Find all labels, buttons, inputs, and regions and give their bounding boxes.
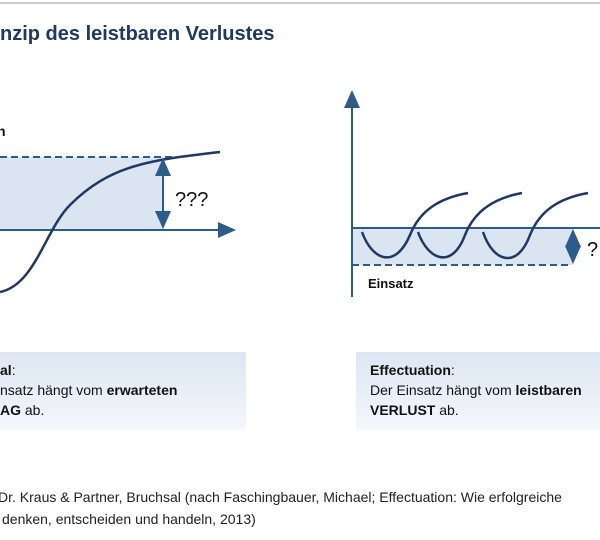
box-text: leistbaren: [515, 382, 582, 398]
curve: [416, 191, 523, 259]
stake-label: Einsatz: [368, 276, 414, 291]
source-text: denken, entscheiden und handeln, 2013): [2, 511, 256, 527]
axis-label: n: [0, 123, 6, 139]
box-heading: :: [450, 362, 455, 378]
gap-label: ???: [175, 189, 208, 211]
box-text: erwarteten: [106, 382, 178, 398]
box-text: nsatz hängt vom: [0, 382, 107, 398]
curve: [481, 191, 589, 260]
box-text: Der Einsatz hängt vom: [370, 382, 516, 398]
box-heading: al: [0, 362, 12, 378]
effectuation-box: Effectuation: Der Einsatz hängt vom leis…: [356, 352, 600, 430]
box-text: ab.: [435, 402, 459, 418]
box-heading: :: [11, 362, 16, 378]
title: nzip des leistbaren Verlustes: [0, 23, 275, 45]
stake-area: [353, 228, 573, 265]
box-heading: Effectuation: [370, 362, 451, 378]
curve: [360, 191, 469, 259]
box-text: AG: [0, 402, 21, 418]
box-text: ab.: [21, 402, 45, 418]
box-text: VERLUST: [370, 402, 436, 418]
source-text: Dr. Kraus & Partner, Bruchsal (nach Fasc…: [0, 489, 562, 505]
causal-box: al: nsatz hängt vom erwarteten AG ab.: [0, 352, 246, 430]
gap-label: ?: [587, 239, 598, 261]
